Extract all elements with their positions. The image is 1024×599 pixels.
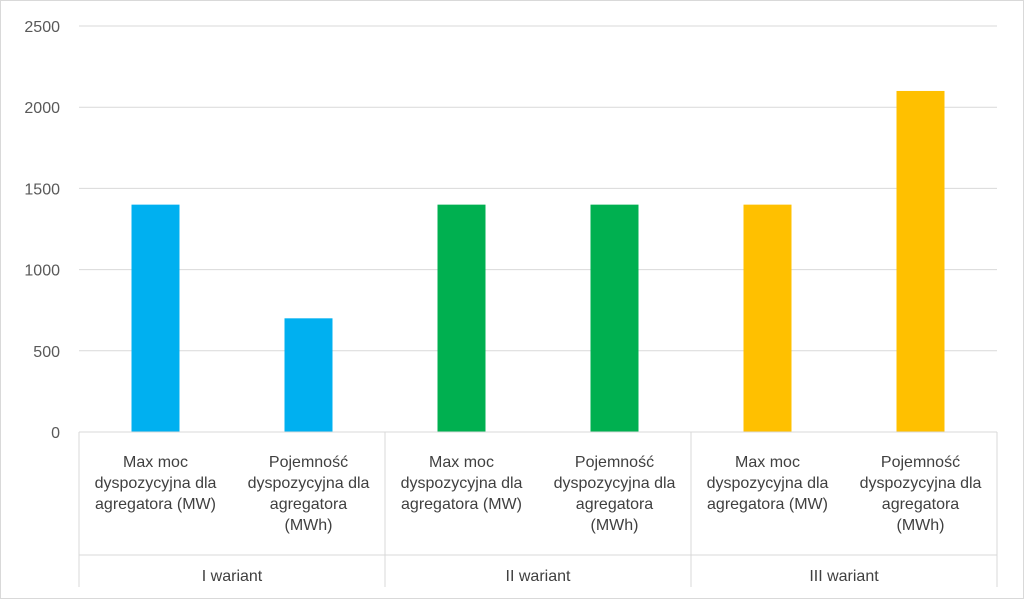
y-tick-label: 1000 [24, 263, 60, 280]
category-label: dyspozycyjna dla [95, 475, 217, 492]
category-label: agregatora (MW) [401, 496, 522, 513]
category-label: Pojemność [269, 454, 348, 471]
bar [743, 204, 792, 432]
bar [284, 318, 333, 432]
bar [131, 204, 180, 432]
category-label: dyspozycyjna dla [248, 475, 370, 492]
y-tick-label: 2000 [24, 100, 60, 117]
group-label: II wariant [506, 568, 571, 585]
category-label: Max moc [735, 454, 800, 471]
bar [896, 90, 945, 433]
category-label: agregatora (MW) [707, 496, 828, 513]
category-label: Max moc [123, 454, 188, 471]
category-label: Max moc [429, 454, 494, 471]
category-label: dyspozycyjna dla [554, 475, 676, 492]
category-label: agregatora (MW) [95, 496, 216, 513]
y-tick-label: 2500 [24, 19, 60, 36]
category-label: (MWh) [897, 517, 945, 534]
group-label: I wariant [202, 568, 263, 585]
category-label: dyspozycyjna dla [707, 475, 829, 492]
category-label: (MWh) [591, 517, 639, 534]
y-tick-label: 500 [33, 344, 60, 361]
category-label: dyspozycyjna dla [401, 475, 523, 492]
y-tick-label: 1500 [24, 181, 60, 198]
bar [437, 204, 486, 432]
category-label: agregatora [576, 496, 653, 513]
category-label: Pojemność [881, 454, 960, 471]
category-label: dyspozycyjna dla [860, 475, 982, 492]
group-label: III wariant [809, 568, 879, 585]
y-tick-label: 0 [51, 425, 60, 442]
category-label: agregatora [882, 496, 959, 513]
bar [590, 204, 639, 432]
category-label: (MWh) [285, 517, 333, 534]
category-label: Pojemność [575, 454, 654, 471]
category-label: agregatora [270, 496, 347, 513]
